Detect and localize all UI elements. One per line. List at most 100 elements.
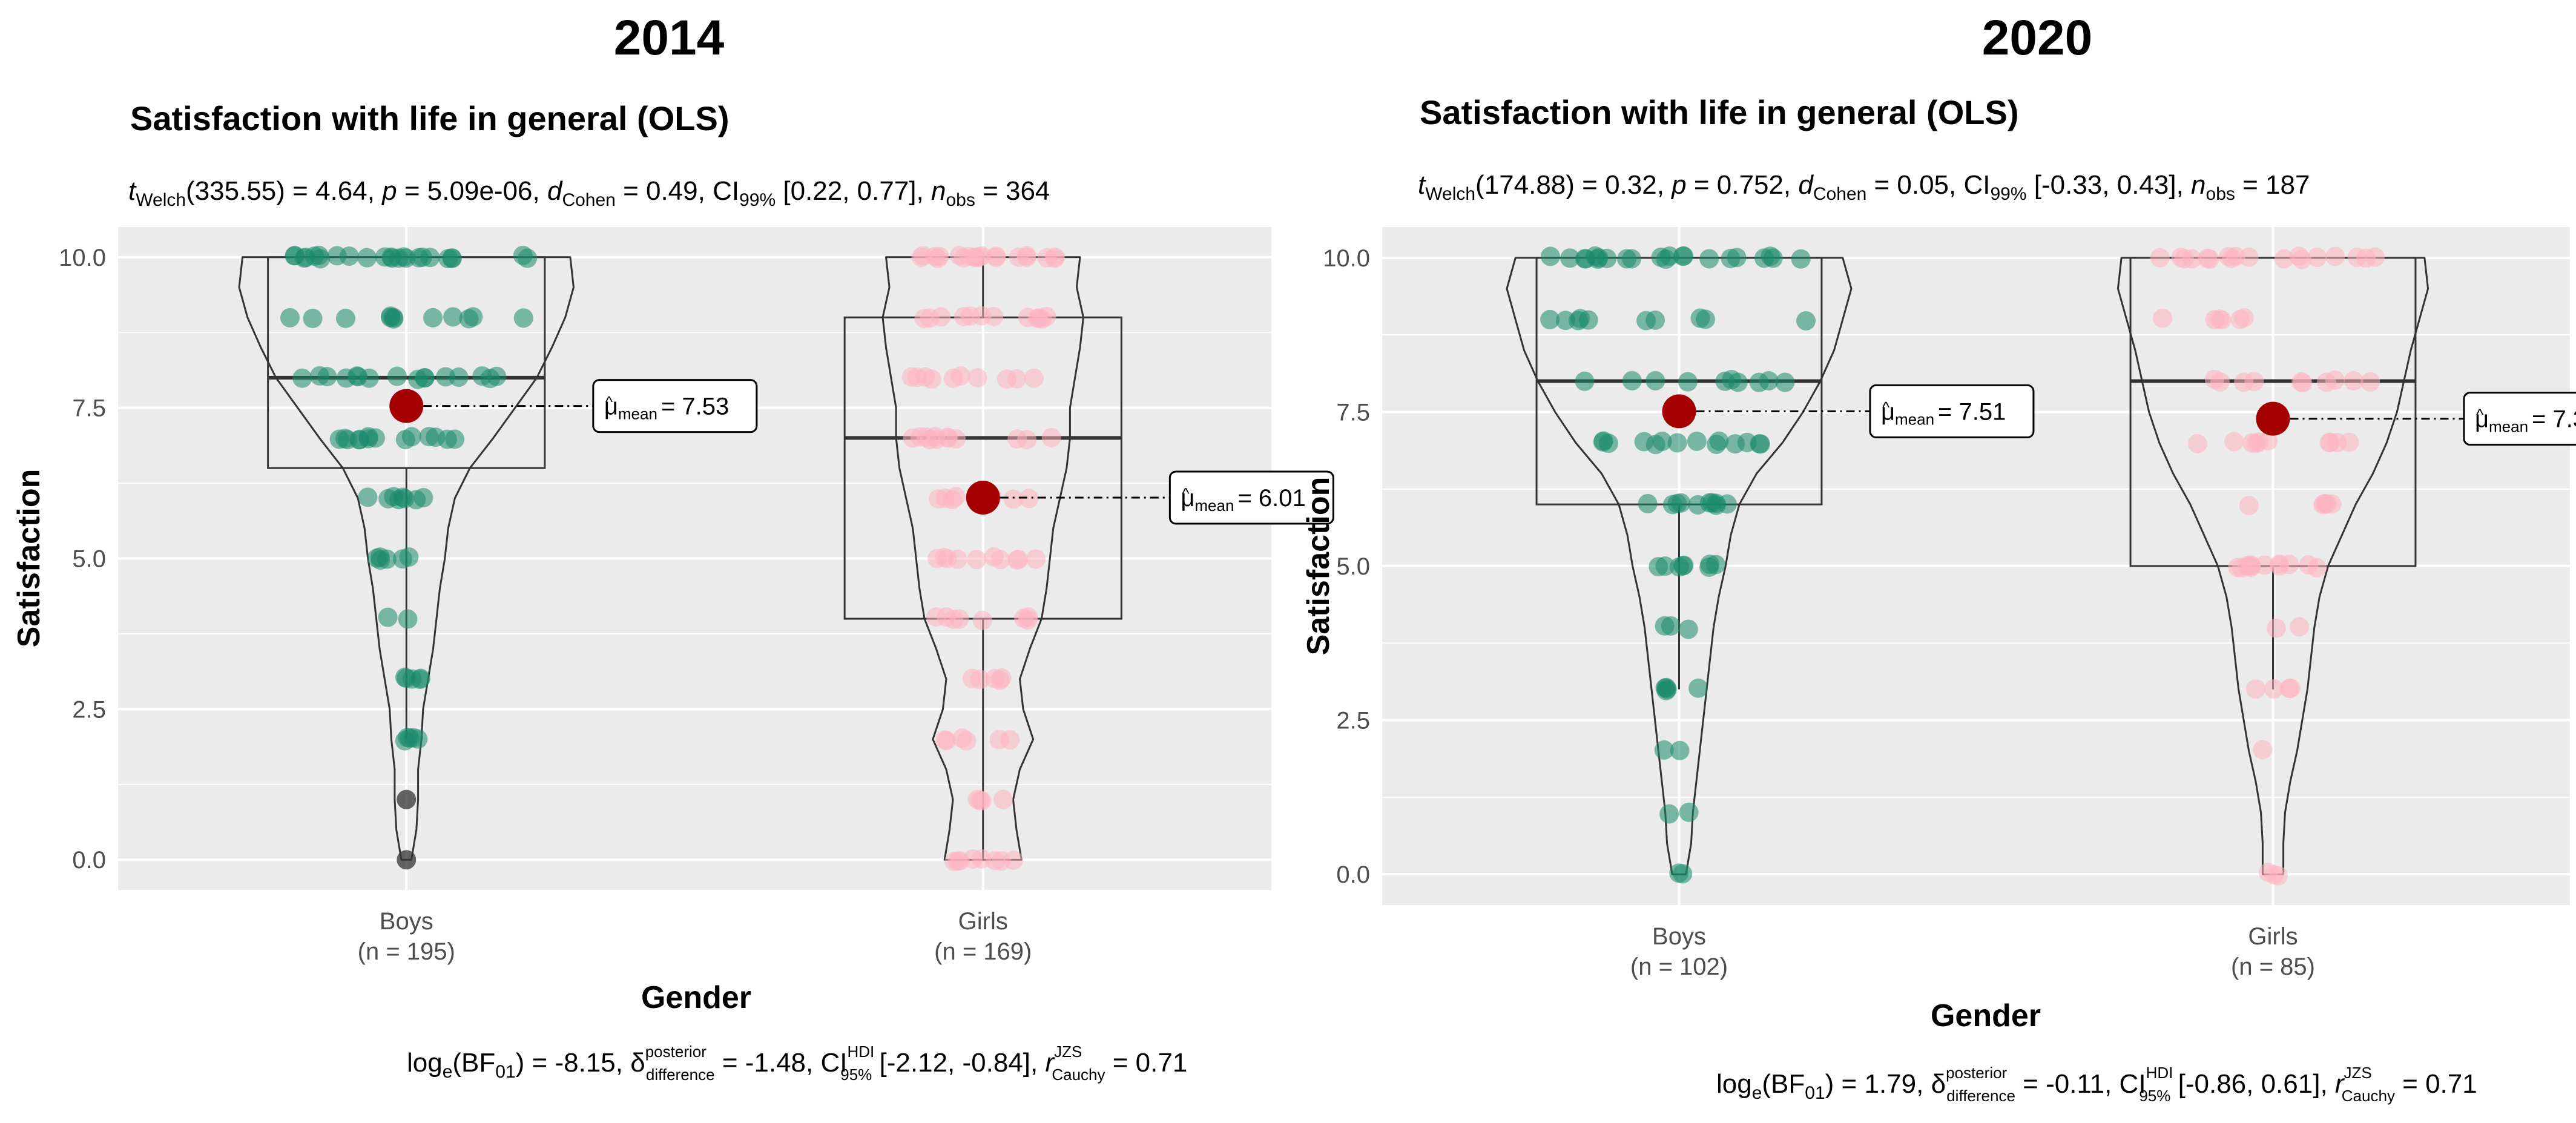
data-point xyxy=(1661,616,1681,636)
data-point xyxy=(957,731,977,751)
cap-delta: δ xyxy=(1931,1069,1946,1099)
cap-delta-sup: posterior xyxy=(645,1042,707,1061)
mean-value: = 7.53 xyxy=(661,394,729,420)
data-point xyxy=(442,248,462,268)
stat-d-sub: Cohen xyxy=(1813,184,1866,204)
data-point xyxy=(2264,679,2284,699)
cap-log: log xyxy=(1716,1069,1752,1099)
cap-bf-sub: 01 xyxy=(1805,1083,1825,1103)
cap-r-value: = 0.71 xyxy=(2395,1069,2477,1099)
cap-ci-value: [-2.12, -0.84], xyxy=(872,1048,1045,1078)
data-point xyxy=(2253,740,2273,760)
data-point xyxy=(358,487,378,507)
data-point xyxy=(943,368,963,388)
data-point xyxy=(1673,864,1693,884)
data-point xyxy=(1699,249,1719,269)
data-point xyxy=(395,430,415,450)
mean-sub: mean xyxy=(1895,410,1934,428)
data-point xyxy=(2274,249,2294,269)
data-point xyxy=(413,488,433,508)
data-point xyxy=(2293,373,2313,393)
data-point xyxy=(1759,370,1779,390)
data-point xyxy=(303,308,323,328)
stat-t-sub: Welch xyxy=(1425,184,1475,204)
mean-point xyxy=(966,480,1000,515)
cap-ci-sup: HDI xyxy=(847,1042,874,1061)
data-point xyxy=(2289,246,2309,266)
data-point xyxy=(423,308,443,328)
data-point xyxy=(1645,310,1665,330)
data-point xyxy=(2307,248,2327,268)
stat-n: n xyxy=(2191,170,2205,200)
data-point xyxy=(419,427,439,447)
stat-t: t xyxy=(1418,170,1426,200)
data-point xyxy=(901,367,921,387)
x-tick-label: Girls xyxy=(958,908,1008,935)
mean-value: = 7.51 xyxy=(1938,398,2006,425)
stat-p-value: = 0.752, xyxy=(1687,170,1799,200)
cap-ci-value: [-0.86, 0.61], xyxy=(2170,1069,2335,1099)
x-tick-count: (n = 85) xyxy=(2231,953,2315,980)
stat-n-value: = 364 xyxy=(975,176,1050,206)
data-point xyxy=(1045,248,1065,268)
data-point xyxy=(459,309,479,329)
data-point xyxy=(1018,607,1038,627)
data-point xyxy=(972,849,992,869)
mean-value: = 7.39 xyxy=(2532,406,2576,433)
data-point xyxy=(1688,678,1708,698)
data-point xyxy=(1593,431,1613,451)
data-point xyxy=(1578,310,1598,330)
mean-sub: mean xyxy=(618,405,657,423)
data-point xyxy=(389,248,409,268)
data-point xyxy=(1706,555,1726,575)
cap-bf-value: ) = 1.79, xyxy=(1825,1069,1931,1099)
data-point xyxy=(1540,309,1560,329)
stat-ci-value: [-0.33, 0.43], xyxy=(2027,170,2192,200)
data-point xyxy=(1751,434,1771,454)
data-point xyxy=(387,366,407,386)
data-point xyxy=(292,368,312,388)
data-point xyxy=(2347,248,2367,268)
data-point xyxy=(1016,247,1036,267)
data-point xyxy=(966,248,986,268)
data-point xyxy=(962,668,982,688)
mean-point xyxy=(1662,394,1696,429)
data-point xyxy=(415,368,435,388)
cap-bf-sub: 01 xyxy=(495,1062,515,1082)
y-tick-label: 10.0 xyxy=(59,245,106,271)
mean-label-box xyxy=(1168,470,1334,525)
outlier-point xyxy=(397,789,417,809)
data-point xyxy=(935,730,955,750)
stat-n: n xyxy=(931,176,946,206)
data-point xyxy=(2316,493,2336,513)
mean-mu: μ xyxy=(2475,406,2489,433)
data-point xyxy=(1617,249,1637,269)
y-axis-label: Satisfaction xyxy=(1301,477,1336,656)
data-point xyxy=(2239,495,2259,515)
data-point xyxy=(1670,740,1690,760)
data-point xyxy=(1638,493,1658,513)
mean-hat: ^ xyxy=(2476,406,2484,424)
mean-label-box xyxy=(592,379,758,433)
data-point xyxy=(970,791,990,811)
bayes-caption: loge(BF01) = 1.79, δposterior difference … xyxy=(1716,1064,2477,1105)
data-point xyxy=(1690,308,1710,328)
data-point xyxy=(2237,556,2257,576)
data-point xyxy=(1003,489,1023,509)
data-point xyxy=(335,308,355,328)
mean-label: μmean = 6.01 xyxy=(1181,485,1305,515)
stat-p: p xyxy=(1670,170,1686,200)
stat-t: t xyxy=(128,176,137,206)
data-point xyxy=(398,609,418,629)
data-point xyxy=(920,308,940,328)
y-tick-label: 7.5 xyxy=(72,395,106,422)
plot-title: Satisfaction with life in general (OLS) xyxy=(1420,93,2018,131)
data-point xyxy=(347,366,367,386)
y-tick-label: 2.5 xyxy=(72,696,106,723)
data-point xyxy=(1560,248,1580,268)
cap-delta-value: = -1.48, CI xyxy=(715,1048,848,1078)
x-tick-count: (n = 195) xyxy=(358,938,455,965)
data-point xyxy=(2239,247,2259,267)
cap-log: log xyxy=(407,1048,443,1078)
y-tick-label: 5.0 xyxy=(72,546,106,573)
